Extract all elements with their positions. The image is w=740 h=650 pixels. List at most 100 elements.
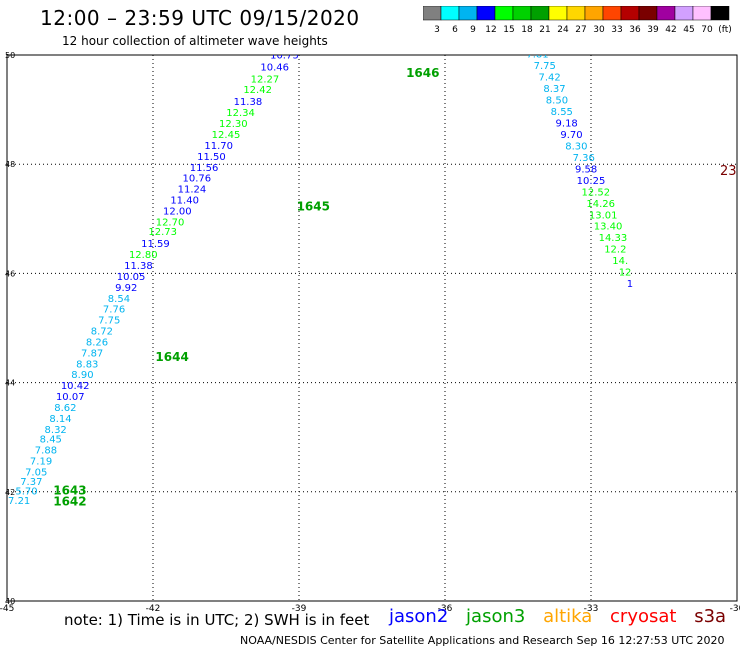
x-tick-label: -42 — [146, 604, 161, 614]
colorbar-tick: 24 — [557, 25, 569, 35]
wave-height-label: 1 — [627, 279, 633, 290]
y-tick-label: 46 — [5, 269, 15, 278]
footer-credit: NOAA/NESDIS Center for Satellite Applica… — [240, 634, 725, 647]
wave-height-label: 8.32 — [45, 425, 67, 436]
wave-height-label: 5.70 — [15, 487, 37, 498]
wave-height-label: 12.73 — [148, 227, 177, 238]
colorbar-tick: 45 — [683, 25, 694, 35]
wave-height-label: 9.18 — [556, 119, 578, 130]
wave-height-label: 10.05 — [117, 272, 146, 283]
legend-item-jason2: jason2 — [389, 606, 449, 627]
colorbar-tick: 3 — [434, 25, 440, 35]
satellite-partial-label: 23 — [720, 164, 737, 179]
wave-height-label: 11.56 — [190, 163, 219, 174]
wave-height-label: 12.34 — [226, 108, 255, 119]
colorbar-tick: 42 — [665, 25, 676, 35]
wave-height-label: 7.36 — [573, 153, 595, 164]
colorbar-tick: 12 — [485, 25, 496, 35]
wave-height-label: 10.73 — [270, 50, 299, 61]
colorbar-tick: 21 — [539, 25, 550, 35]
wave-height-label: 8.37 — [543, 84, 565, 95]
legend-item-s3a: s3a — [694, 606, 727, 627]
legend-item-altika: altika — [543, 606, 593, 627]
colorbar-tick: 33 — [611, 25, 622, 35]
wave-height-label: 7.19 — [30, 457, 52, 468]
colorbar-swatch — [710, 6, 730, 21]
wave-height-label: 8.62 — [54, 403, 76, 414]
wave-height-label: 9.92 — [115, 283, 137, 294]
y-tick-label: 50 — [5, 51, 15, 60]
wave-height-label: 8.14 — [49, 414, 71, 425]
wave-height-label: 12.2 — [604, 245, 626, 256]
colorbar-tick: 6 — [452, 25, 458, 35]
wave-height-label: 14.33 — [599, 233, 628, 244]
wave-height-label: 8.30 — [565, 141, 587, 152]
colorbar-tick: (ft) — [718, 25, 732, 35]
wave-height-label: 12.52 — [582, 187, 611, 198]
satellite-legend: jason2 jason3 altika cryosat s3a — [389, 606, 738, 627]
wave-height-label: 10.07 — [56, 392, 85, 403]
wave-height-label: 11.24 — [178, 185, 207, 196]
time-label: 1643 — [53, 484, 86, 498]
wave-height-label: 8.54 — [108, 294, 130, 305]
wave-height-label: 11.38 — [124, 261, 153, 272]
colorbar-tick: 9 — [470, 25, 476, 35]
wave-height-label: 8.55 — [551, 107, 573, 118]
time-label: 1642 — [53, 494, 86, 508]
legend-item-jason3: jason3 — [466, 606, 526, 627]
wave-height-label: 11.70 — [204, 141, 233, 152]
wave-height-label: 7.75 — [98, 316, 120, 327]
time-label: 1645 — [297, 200, 330, 214]
wave-height-label: 14. — [612, 256, 628, 267]
wave-height-label: 11.50 — [197, 152, 226, 163]
colorbar-tick: 18 — [521, 25, 533, 35]
x-tick-label: -39 — [292, 604, 307, 614]
x-tick-label: -36 — [438, 604, 453, 614]
wave-height-label: 12.30 — [219, 119, 248, 130]
wave-height-label: 11.38 — [234, 97, 263, 108]
footer-note: note: 1) Time is in UTC; 2) SWH is in fe… — [64, 611, 370, 629]
wave-height-label: 13.01 — [589, 210, 618, 221]
wave-height-label: 11.07 — [277, 39, 306, 50]
wave-height-label: 12.00 — [163, 206, 192, 217]
wave-height-label: 13.40 — [594, 222, 623, 233]
wave-height-label: 8.45 — [40, 435, 62, 446]
time-label: 1646 — [406, 66, 439, 80]
wave-height-label: 12.27 — [251, 74, 280, 85]
wave-height-label: 12.80 — [129, 250, 158, 261]
wave-height-label: 8.26 — [86, 337, 108, 348]
colorbar-tick: 39 — [647, 25, 659, 35]
wave-height-label: 7.87 — [81, 348, 103, 359]
wave-height-label: 7.75 — [534, 61, 556, 72]
y-tick-label: 44 — [5, 379, 15, 388]
wave-height-label: 10.76 — [182, 174, 211, 185]
page-subtitle: 12 hour collection of altimeter wave hei… — [62, 34, 328, 48]
wave-height-label: 8.50 — [546, 96, 568, 107]
colorbar-tick: 70 — [701, 25, 713, 35]
y-tick-label: 40 — [5, 597, 15, 606]
wave-height-label: 12.42 — [243, 85, 272, 96]
colorbar-tick: 30 — [593, 25, 605, 35]
wave-height-label: 12 — [619, 268, 632, 279]
y-tick-label: 42 — [5, 488, 15, 497]
wave-height-label: 7.21 — [8, 496, 30, 507]
x-tick-label: -45 — [0, 604, 14, 614]
colorbar-tick: 15 — [503, 25, 514, 35]
colorbar-tick: 36 — [629, 25, 641, 35]
wave-height-label: 9.58 — [575, 164, 597, 175]
wave-height-label: 7.76 — [103, 305, 125, 316]
x-tick-label: -33 — [584, 604, 599, 614]
time-label: 1644 — [155, 350, 188, 364]
wave-height-label: 10.42 — [61, 381, 90, 392]
page-title: 12:00 – 23:59 UTC 09/15/2020 — [40, 6, 360, 30]
wave-height-label: 7.88 — [35, 446, 57, 457]
wave-height-label: 12.45 — [212, 130, 241, 141]
wave-height-label: 7.81 — [526, 50, 548, 61]
wave-height-label: 8.83 — [76, 359, 98, 370]
wave-height-label: 14.26 — [586, 199, 615, 210]
wave-height-labels: 7.215.707.377.057.197.888.458.328.148.62… — [8, 39, 737, 507]
wave-height-label: 7.42 — [539, 73, 561, 84]
wave-height-label: 11.40 — [170, 196, 199, 207]
wave-height-label: 9.70 — [560, 130, 582, 141]
